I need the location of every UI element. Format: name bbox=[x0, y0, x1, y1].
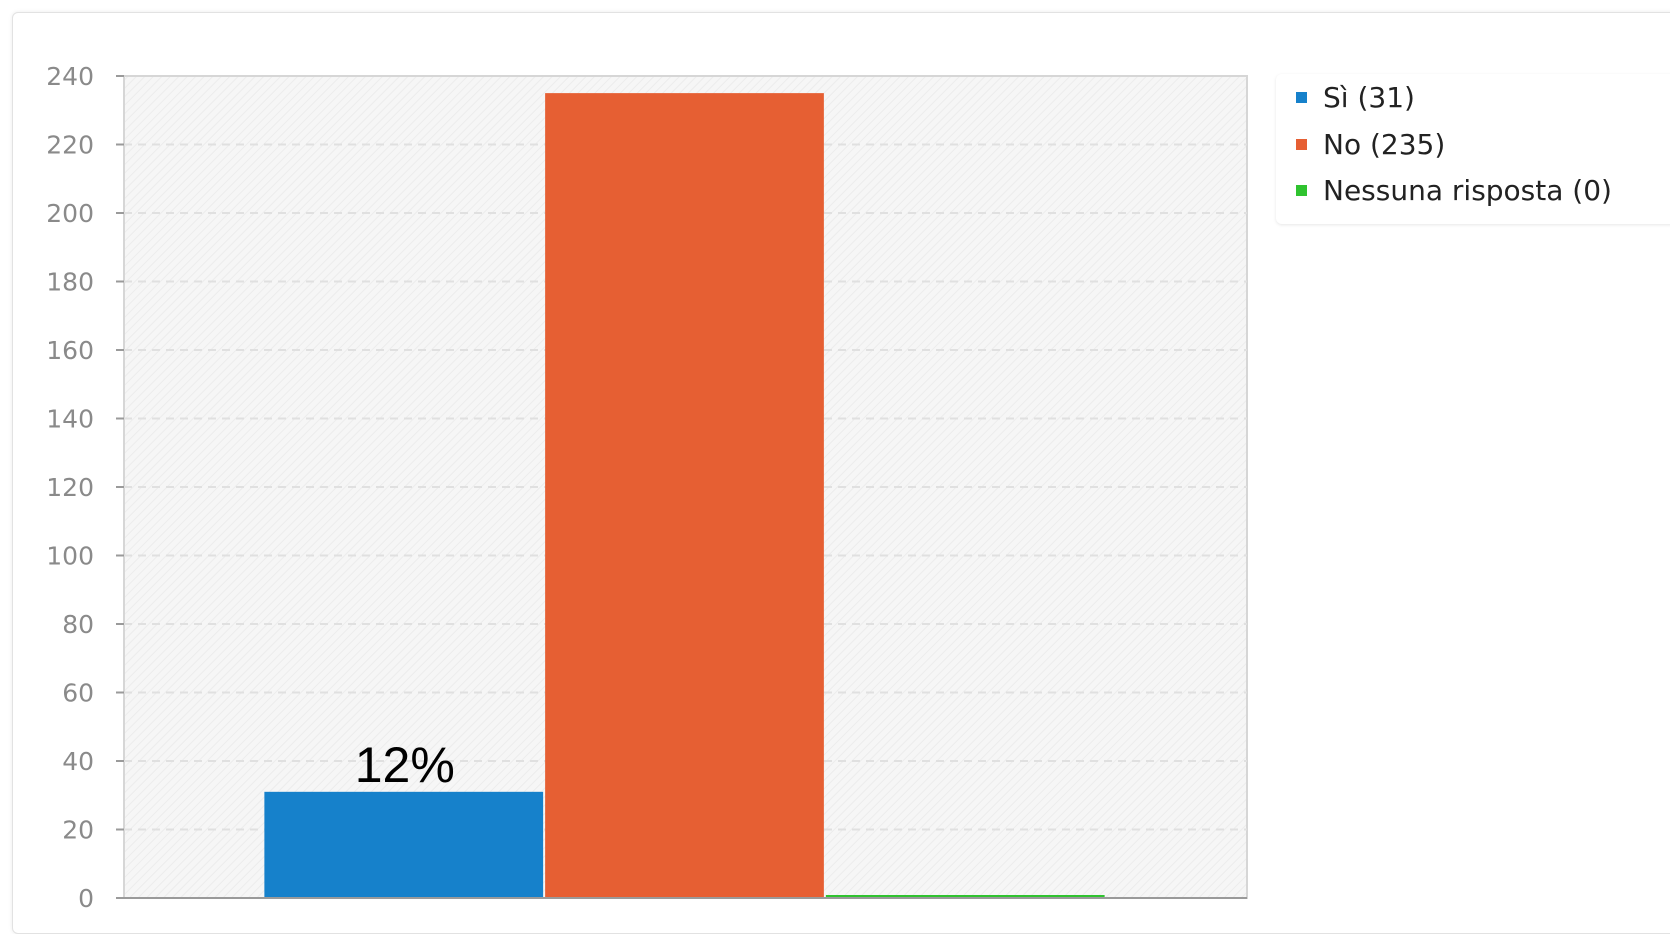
bar-nessuna-risposta[interactable] bbox=[825, 895, 1105, 898]
y-tick-label: 200 bbox=[46, 199, 94, 228]
y-tick-label: 180 bbox=[46, 268, 94, 297]
legend-swatch-si bbox=[1296, 91, 1307, 103]
y-tick-label: 220 bbox=[46, 131, 94, 160]
y-tick-label: 140 bbox=[46, 405, 94, 434]
legend: Sì (31) No (235) Nessuna risposta (0) bbox=[1276, 74, 1670, 224]
y-tick-label: 20 bbox=[62, 816, 94, 845]
bar-chart: 0 20 40 60 80 100 120 140 160 180 200 220 240 12% bbox=[46, 62, 1248, 912]
data-labels: 12% bbox=[355, 737, 455, 793]
y-tick-label: 160 bbox=[46, 336, 94, 365]
bars bbox=[264, 93, 1105, 898]
y-tick-label: 40 bbox=[62, 747, 94, 776]
y-tick-label: 0 bbox=[78, 884, 94, 912]
legend-item-si[interactable]: Sì (31) bbox=[1296, 77, 1415, 117]
y-tick-label: 100 bbox=[46, 542, 94, 571]
y-tick-label: 60 bbox=[62, 679, 94, 708]
legend-label-no: No (235) bbox=[1323, 127, 1446, 161]
legend-item-nessuna-risposta[interactable]: Nessuna risposta (0) bbox=[1296, 170, 1612, 210]
y-tick-label: 240 bbox=[46, 62, 94, 91]
legend-item-no[interactable]: No (235) bbox=[1296, 124, 1445, 164]
legend-label-nessuna-risposta: Nessuna risposta (0) bbox=[1323, 173, 1612, 207]
data-label: 12% bbox=[355, 737, 455, 793]
legend-swatch-no bbox=[1296, 138, 1307, 150]
legend-label-si: Sì (31) bbox=[1323, 80, 1415, 114]
legend-swatch-nessuna-risposta bbox=[1296, 184, 1307, 196]
y-axis-ticks: 0 20 40 60 80 100 120 140 160 180 200 220 240 bbox=[46, 62, 124, 912]
bar-no[interactable] bbox=[545, 93, 824, 898]
y-tick-label: 120 bbox=[46, 473, 94, 502]
bar-s-[interactable] bbox=[264, 791, 544, 898]
y-tick-label: 80 bbox=[62, 610, 94, 639]
